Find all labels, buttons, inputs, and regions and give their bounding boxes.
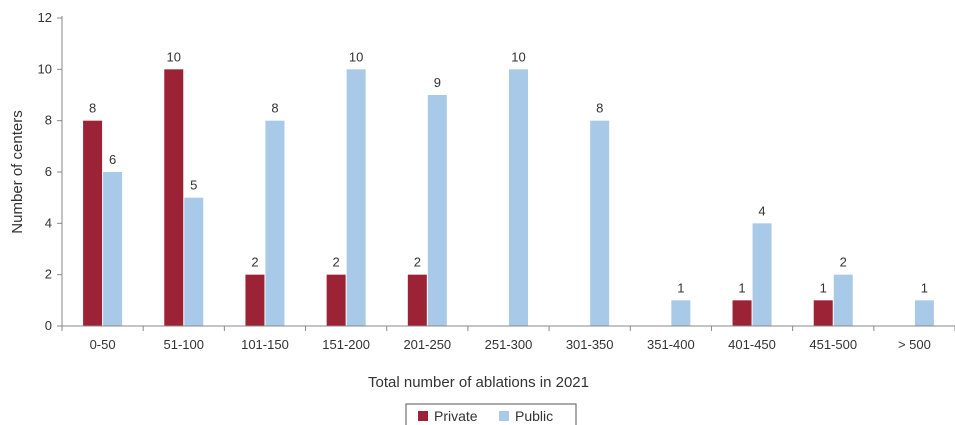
data-label: 5 [190,178,197,193]
x-axis-ticks: 0-50 51-100 101-150 151-200 201-250 251-300 30… [61,326,955,352]
y-tick-label: 10 [38,61,52,76]
y-axis-title: Number of centers [9,110,26,233]
x-tick-label: 451-500 [809,337,857,352]
bar-public [914,300,934,326]
data-label: 2 [840,255,847,270]
x-tick-label: 351-400 [647,337,695,352]
x-tick-label: 151-200 [322,337,370,352]
data-label: 1 [738,280,745,295]
data-label: 1 [921,280,928,295]
bar-public [184,197,204,326]
x-tick-label: 401-450 [728,337,776,352]
y-tick-label: 0 [45,318,52,333]
x-tick-label: 0-50 [90,337,116,352]
bar-public [833,274,853,326]
bar-public [752,223,772,326]
x-tick-label: 51-100 [164,337,204,352]
data-label: 1 [820,280,827,295]
x-tick-label: 301-350 [566,337,614,352]
bar-public [346,69,366,326]
bar-public [427,95,447,326]
y-tick-label: 2 [45,267,52,282]
bar-private [813,300,833,326]
data-label: 10 [349,49,363,64]
x-tick-label: 101-150 [241,337,289,352]
data-label: 10 [511,49,525,64]
data-label: 2 [414,255,421,270]
bar-private [407,274,427,326]
data-label: 2 [333,255,340,270]
data-label: 2 [251,255,258,270]
legend-swatch-private [418,411,428,421]
data-label: 8 [89,101,96,116]
y-tick-label: 4 [45,215,52,230]
legend-frame [405,403,577,425]
y-tick-label: 6 [45,164,52,179]
data-label: 4 [758,203,765,218]
bar-public [103,172,123,326]
legend-swatch-public [499,411,509,421]
data-label: 1 [677,280,684,295]
y-tick-label: 12 [38,10,52,25]
bar-private [732,300,752,326]
bar-private [326,274,346,326]
x-tick-label: > 500 [898,337,931,352]
x-tick-label: 251-300 [485,337,533,352]
bar-private [83,120,103,327]
data-label: 8 [596,101,603,116]
y-axis-ticks: 0 2 4 6 8 10 12 [38,10,62,333]
legend: Private Public [405,403,577,425]
bar-public [671,300,691,326]
bar-public [265,120,285,327]
x-axis-title: Total number of ablations in 2021 [368,374,589,391]
legend-label-private: Private [434,408,478,424]
data-label: 6 [109,152,116,167]
bar-public [590,120,610,327]
data-label: 10 [167,49,181,64]
legend-label-public: Public [515,408,553,424]
bars-layer [83,69,934,327]
data-label: 9 [434,75,441,90]
data-label: 8 [271,101,278,116]
bar-public [509,69,528,326]
y-tick-label: 8 [45,113,52,128]
x-tick-label: 201-250 [403,337,451,352]
bar-private [245,274,265,326]
bar-private [164,69,184,326]
